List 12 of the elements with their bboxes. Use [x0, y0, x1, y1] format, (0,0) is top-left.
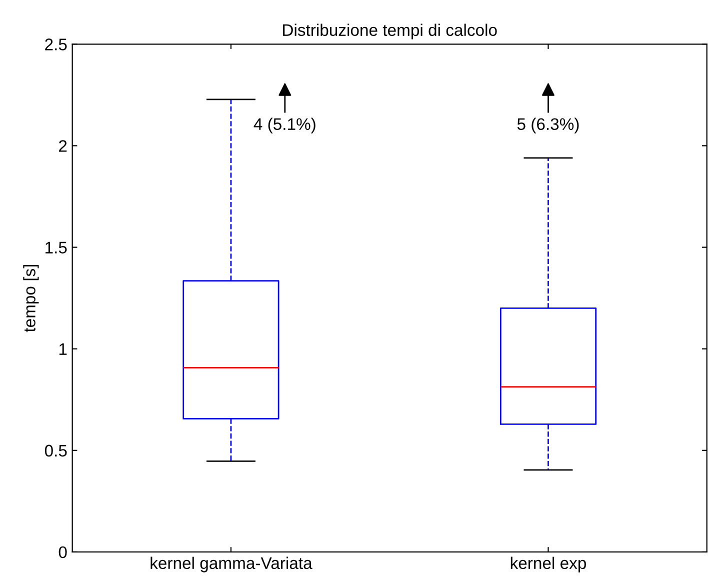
annotation: 5 (6.3%)	[517, 118, 579, 134]
x-tick-label: kernel exp	[510, 556, 586, 572]
y-axis-title: tempo [s]	[23, 264, 39, 332]
y-tick-label: 1	[59, 343, 67, 355]
x-tick-label: kernel gamma-Variata	[150, 556, 312, 572]
y-tick-label: 1.5	[46, 242, 67, 254]
annotation: 4 (5.1%)	[254, 118, 316, 134]
chart-title: Distribuzione tempi di calcolo	[283, 24, 497, 40]
y-tick-label: 0.5	[44, 444, 67, 457]
y-tick-label: 0	[58, 546, 67, 558]
y-tick-label: 2	[59, 140, 67, 152]
y-tick-label: 2.5	[45, 38, 67, 50]
